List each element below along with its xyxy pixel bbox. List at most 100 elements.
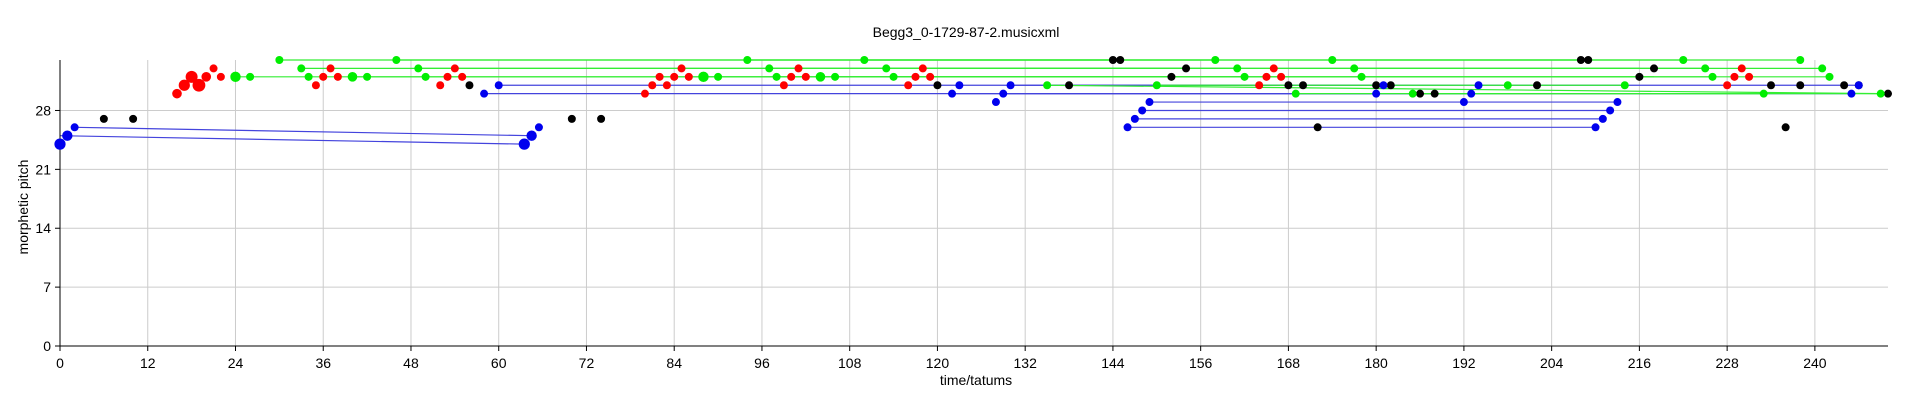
x-tick-label: 12: [140, 355, 156, 371]
data-point-green: [421, 72, 430, 81]
x-tick-label: 168: [1277, 355, 1301, 371]
data-point-blue: [1591, 123, 1600, 132]
data-point-green: [1701, 64, 1710, 73]
data-point-blue: [526, 130, 537, 141]
data-point-blue: [948, 89, 957, 98]
data-point-blue: [955, 81, 964, 90]
data-point-green: [1350, 64, 1359, 73]
data-point-green: [831, 72, 840, 81]
data-point-green: [304, 72, 313, 81]
y-tick-label: 0: [43, 338, 51, 354]
data-point-black: [1416, 89, 1425, 98]
data-point-black: [1533, 81, 1542, 90]
data-point-green: [392, 56, 401, 64]
data-point-black: [1430, 89, 1439, 98]
x-tick-label: 132: [1014, 355, 1038, 371]
data-point-black: [1182, 64, 1191, 73]
data-point-black: [1313, 123, 1322, 132]
data-point-blue: [1606, 106, 1615, 115]
data-point-black: [1635, 72, 1644, 81]
data-point-red: [779, 81, 788, 90]
data-point-blue: [494, 81, 503, 90]
data-point-red: [192, 78, 206, 92]
data-point-black: [1576, 56, 1585, 64]
data-point-red: [677, 64, 686, 73]
data-point-green: [1796, 56, 1805, 64]
data-point-red: [172, 88, 182, 99]
y-axis-title: morphetic pitch: [15, 160, 31, 255]
data-point-black: [1584, 56, 1593, 64]
data-point-blue: [1123, 123, 1132, 132]
data-point-red: [655, 72, 664, 81]
data-point-blue: [999, 89, 1008, 98]
x-tick-label: 216: [1628, 355, 1652, 371]
data-point-green: [1818, 64, 1827, 73]
data-point-green: [1291, 89, 1300, 98]
data-point-blue: [1379, 81, 1388, 90]
data-point-blue: [1854, 81, 1863, 90]
data-point-green: [882, 64, 891, 73]
data-point-red: [662, 81, 671, 90]
data-point-red: [801, 72, 810, 81]
data-point-green: [1825, 72, 1834, 81]
x-tick-label: 204: [1540, 355, 1564, 371]
data-point-green: [772, 72, 781, 81]
x-tick-label: 0: [56, 355, 64, 371]
data-point-green: [714, 72, 723, 81]
data-point-green: [1759, 89, 1768, 98]
x-tick-label: 48: [403, 355, 419, 371]
data-point-green: [1620, 81, 1629, 90]
data-point-black: [99, 114, 108, 123]
data-point-red: [1262, 72, 1271, 81]
data-point-blue: [1130, 114, 1139, 123]
data-point-blue: [1145, 98, 1154, 107]
data-point-red: [670, 72, 679, 81]
data-point-red: [1255, 81, 1264, 90]
data-point-red: [684, 72, 693, 81]
data-point-red: [1277, 72, 1286, 81]
data-point-black: [129, 114, 138, 123]
data-point-black: [1796, 81, 1805, 90]
data-point-green: [363, 72, 372, 81]
data-point-red: [926, 72, 935, 81]
data-point-green: [297, 64, 306, 73]
x-tick-label: 36: [315, 355, 331, 371]
data-point-blue: [480, 89, 489, 98]
data-point-blue: [1138, 106, 1147, 115]
data-point-red: [436, 81, 445, 90]
y-tick-label: 7: [43, 279, 51, 295]
x-tick-label: 96: [754, 355, 770, 371]
x-tick-label: 192: [1452, 355, 1476, 371]
data-point-green: [1328, 56, 1337, 64]
chart-title: Begg3_0-1729-87-2.musicxml: [873, 24, 1060, 40]
data-point-red: [443, 72, 452, 81]
data-point-red: [1269, 64, 1278, 73]
data-point-red: [787, 72, 796, 81]
data-point-red: [209, 64, 218, 73]
data-point-black: [1284, 81, 1293, 90]
data-point-green: [1876, 89, 1885, 98]
x-tick-label: 60: [491, 355, 507, 371]
data-point-green: [1043, 81, 1052, 90]
data-point-green: [230, 71, 241, 83]
data-point-black: [1108, 56, 1117, 64]
data-point-red: [1745, 72, 1754, 81]
data-point-green: [1408, 89, 1417, 98]
data-point-black: [1116, 56, 1125, 64]
data-point-blue: [1613, 98, 1622, 107]
link-line-green: [1047, 84, 1881, 95]
x-tick-label: 240: [1803, 355, 1827, 371]
data-point-green: [889, 72, 898, 81]
data-point-red: [216, 72, 225, 81]
data-point-green: [1211, 56, 1220, 64]
x-tick-label: 84: [666, 355, 682, 371]
data-point-blue: [1459, 98, 1468, 107]
link-line-blue: [59, 135, 525, 145]
data-point-black: [1299, 81, 1308, 90]
data-point-green: [860, 56, 869, 64]
data-point-red: [918, 64, 927, 73]
data-point-red: [201, 72, 212, 82]
data-point-blue: [1474, 81, 1483, 90]
x-axis-title: time/tatums: [940, 372, 1012, 388]
